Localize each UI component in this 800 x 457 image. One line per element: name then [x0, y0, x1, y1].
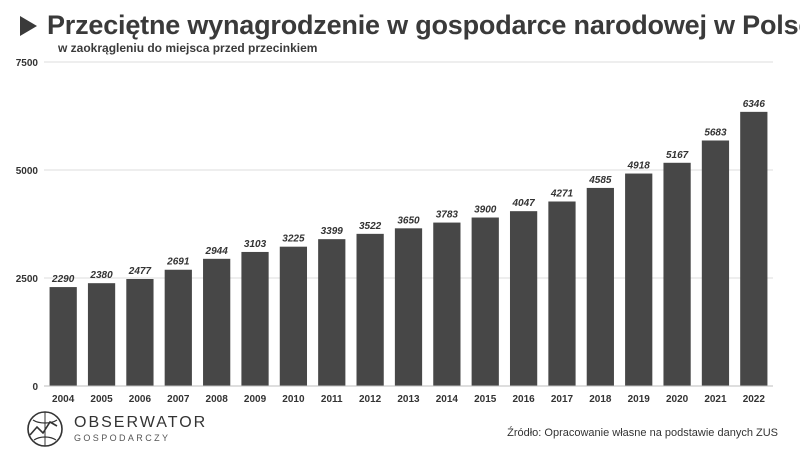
data-label: 5167: [666, 150, 689, 161]
y-tick-label: 5000: [16, 166, 39, 177]
source-note: Źródło: Opracowanie własne na podstawie …: [507, 427, 778, 439]
x-tick-label: 2004: [52, 394, 75, 405]
bar: [356, 233, 384, 386]
data-label: 2691: [166, 257, 190, 268]
x-tick-label: 2009: [244, 394, 267, 405]
data-label: 2380: [89, 270, 113, 281]
data-label: 2477: [128, 266, 152, 277]
bar: [126, 278, 154, 386]
bar: [49, 287, 77, 386]
bar: [663, 162, 691, 386]
x-tick-label: 2021: [704, 394, 727, 405]
data-label: 4047: [511, 198, 535, 209]
x-tick-label: 2011: [321, 394, 343, 405]
x-tick-label: 2008: [206, 394, 229, 405]
bar: [318, 239, 346, 386]
x-tick-label: 2013: [397, 394, 420, 405]
data-label: 3103: [244, 239, 267, 250]
y-tick-label: 0: [32, 382, 38, 393]
x-tick-label: 2016: [512, 394, 535, 405]
x-tick-label: 2014: [436, 394, 459, 405]
data-label: 5683: [704, 127, 727, 138]
bar: [279, 246, 308, 386]
bar: [203, 258, 231, 386]
data-label: 2944: [205, 246, 229, 257]
title-row: Przeciętne wynagrodzenie w gospodarce na…: [20, 10, 800, 41]
bar: [433, 222, 461, 386]
bar: [471, 217, 499, 386]
y-tick-label: 7500: [16, 58, 39, 69]
x-tick-label: 2015: [474, 394, 497, 405]
bar: [740, 111, 768, 387]
x-tick-label: 2022: [743, 394, 766, 405]
data-label: 2290: [51, 274, 75, 285]
data-label: 3650: [397, 215, 420, 226]
triangle-arrow-icon: [20, 15, 37, 36]
x-tick-label: 2005: [90, 394, 113, 405]
chart-title: Przeciętne wynagrodzenie w gospodarce na…: [47, 10, 800, 40]
bar: [586, 187, 614, 386]
data-label: 3399: [321, 226, 344, 237]
data-label: 4918: [627, 161, 651, 172]
bar: [241, 251, 269, 386]
logo: OBSERWATOR GOSPODARCZY: [24, 408, 207, 450]
bar: [701, 140, 730, 386]
y-tick-label: 2500: [16, 274, 39, 285]
x-tick-label: 2020: [666, 394, 689, 405]
x-tick-label: 2018: [589, 394, 612, 405]
bar: [625, 173, 653, 386]
chart-subtitle: w zaokrągleniu do miejsca przed przecink…: [58, 41, 318, 55]
bar: [394, 228, 423, 386]
bar: [87, 283, 116, 386]
x-tick-label: 2017: [551, 394, 574, 405]
bar: [548, 201, 576, 386]
logo-subtitle: GOSPODARCZY: [74, 433, 171, 443]
x-tick-label: 2006: [129, 394, 152, 405]
data-label: 6346: [743, 99, 766, 110]
data-label: 3522: [359, 221, 382, 232]
logo-name: OBSERWATOR: [74, 414, 208, 431]
data-label: 4585: [588, 175, 612, 186]
globe-logo-icon: [27, 411, 63, 447]
x-tick-label: 2012: [359, 394, 382, 405]
x-tick-label: 2019: [628, 394, 651, 405]
data-label: 3225: [282, 234, 305, 245]
bar: [509, 211, 538, 386]
data-label: 4271: [550, 188, 574, 199]
data-label: 3783: [436, 210, 459, 221]
data-label: 3900: [474, 205, 497, 216]
bar: [164, 269, 192, 386]
x-tick-label: 2010: [282, 394, 305, 405]
x-tick-label: 2007: [167, 394, 190, 405]
